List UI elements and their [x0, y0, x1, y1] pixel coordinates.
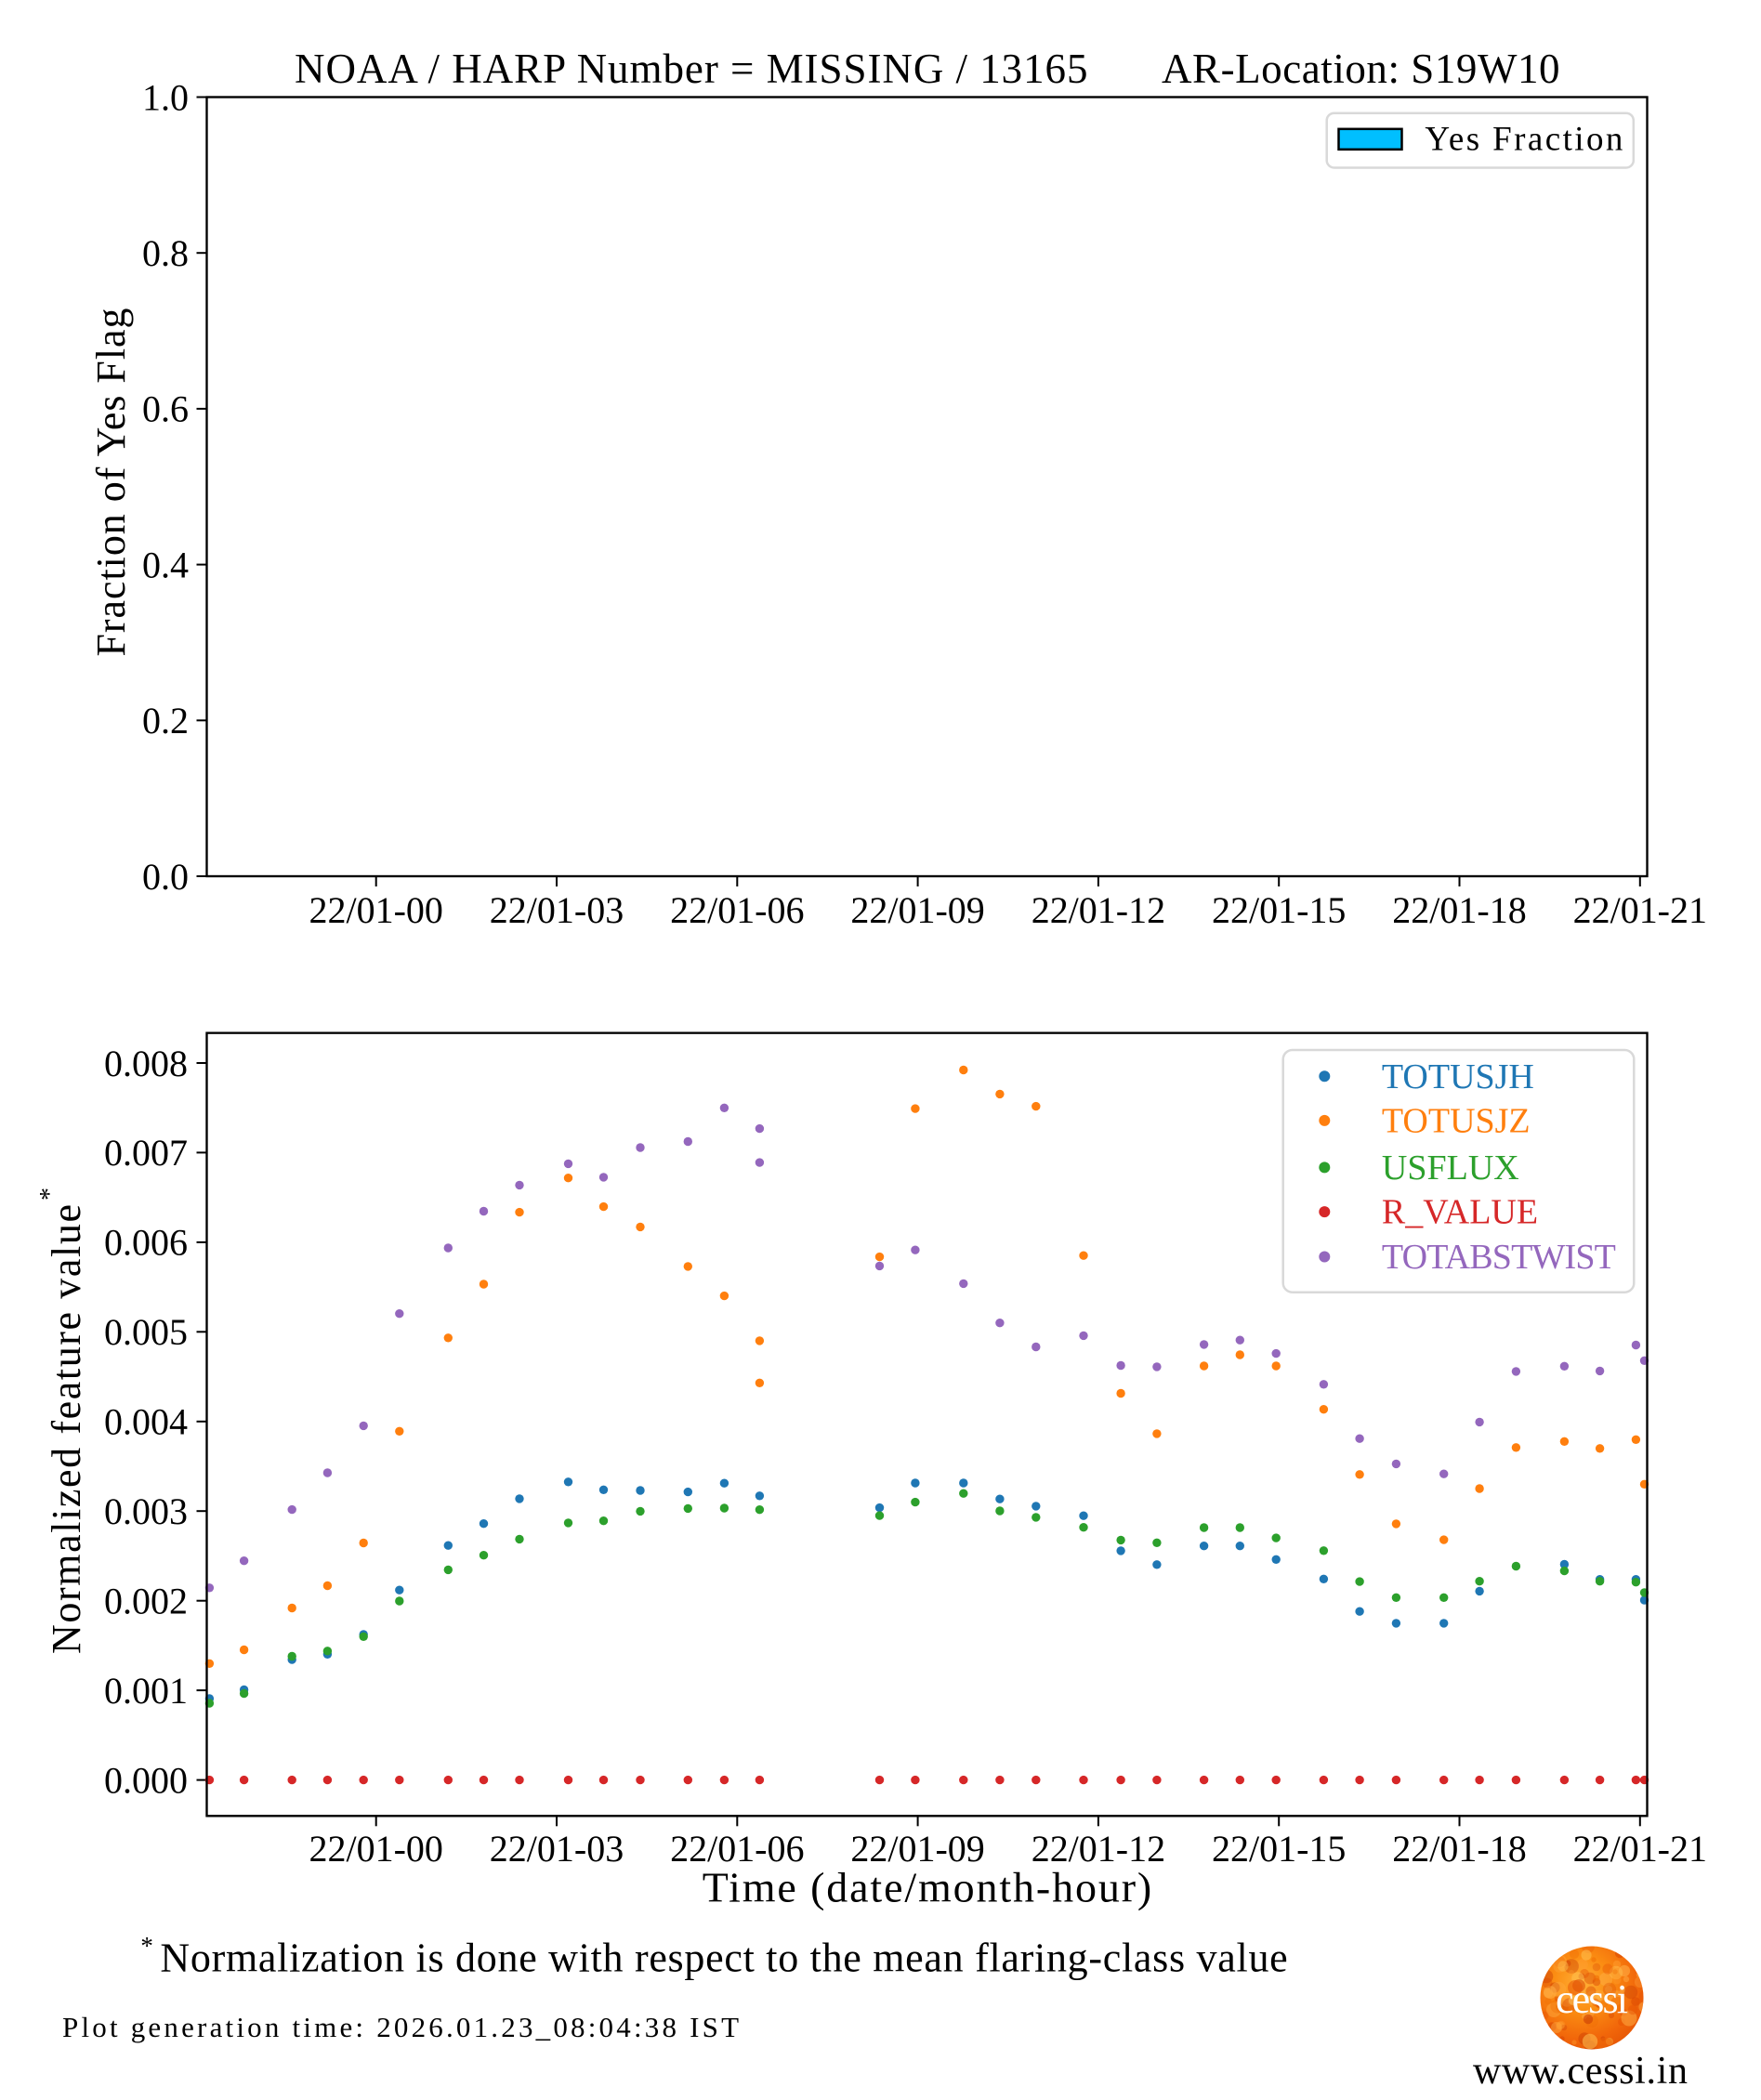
- svg-text:TOTABSTWIST: TOTABSTWIST: [1382, 1238, 1616, 1277]
- svg-text:0.2: 0.2: [142, 700, 189, 742]
- svg-text:22/01-15: 22/01-15: [1212, 1828, 1346, 1870]
- svg-text:0.4: 0.4: [142, 544, 189, 585]
- svg-text:TOTUSJZ: TOTUSJZ: [1382, 1102, 1531, 1141]
- svg-text:22/01-18: 22/01-18: [1392, 1828, 1526, 1870]
- svg-text:0.001: 0.001: [104, 1670, 188, 1712]
- svg-text:0.004: 0.004: [104, 1401, 188, 1443]
- svg-text:Normalization is done with res: Normalization is done with respect to th…: [160, 1936, 1287, 1981]
- svg-text:22/01-12: 22/01-12: [1032, 889, 1165, 931]
- svg-text:0.003: 0.003: [104, 1490, 188, 1532]
- svg-text:0.007: 0.007: [104, 1132, 188, 1174]
- svg-text:22/01-00: 22/01-00: [309, 1828, 443, 1870]
- svg-text:R_VALUE: R_VALUE: [1382, 1193, 1538, 1232]
- svg-text:22/01-09: 22/01-09: [850, 889, 984, 931]
- svg-text:22/01-06: 22/01-06: [670, 1828, 804, 1870]
- svg-text:Yes Fraction: Yes Fraction: [1425, 120, 1623, 158]
- svg-text:*: *: [140, 1932, 153, 1960]
- svg-text:22/01-06: 22/01-06: [670, 889, 804, 931]
- svg-text:22/01-21: 22/01-21: [1573, 889, 1707, 931]
- svg-text:22/01-00: 22/01-00: [309, 889, 443, 931]
- svg-text:0.008: 0.008: [104, 1043, 188, 1084]
- svg-text:1.0: 1.0: [142, 76, 189, 118]
- svg-text:0.000: 0.000: [104, 1759, 188, 1801]
- svg-text:22/01-09: 22/01-09: [850, 1828, 984, 1870]
- svg-text:0.0: 0.0: [142, 856, 189, 898]
- svg-text:22/01-21: 22/01-21: [1573, 1828, 1707, 1870]
- svg-text:22/01-18: 22/01-18: [1392, 889, 1526, 931]
- svg-text:TOTUSJH: TOTUSJH: [1382, 1057, 1534, 1096]
- svg-text:AR-Location: S19W10: AR-Location: S19W10: [1162, 46, 1560, 92]
- svg-text:22/01-15: 22/01-15: [1212, 889, 1346, 931]
- svg-text:Time (date/month-hour): Time (date/month-hour): [703, 1864, 1152, 1911]
- svg-text:cessi: cessi: [1556, 1976, 1628, 2022]
- svg-text:0.005: 0.005: [104, 1311, 188, 1353]
- svg-text:22/01-12: 22/01-12: [1032, 1828, 1165, 1870]
- svg-text:0.006: 0.006: [104, 1222, 188, 1264]
- svg-text:0.002: 0.002: [104, 1581, 188, 1622]
- svg-text:www.cessi.in: www.cessi.in: [1473, 2050, 1688, 2093]
- svg-text:Fraction of Yes Flag: Fraction of Yes Flag: [88, 308, 134, 657]
- svg-text:0.6: 0.6: [142, 388, 189, 430]
- svg-text:22/01-03: 22/01-03: [490, 889, 624, 931]
- svg-text:Plot generation time: 2026.01.: Plot generation time: 2026.01.23_08:04:3…: [62, 2011, 739, 2043]
- svg-text:0.8: 0.8: [142, 232, 189, 274]
- svg-text:*: *: [35, 1188, 64, 1201]
- svg-text:NOAA / HARP Number = MISSING /: NOAA / HARP Number = MISSING / 13165: [295, 46, 1088, 92]
- svg-text:Normalized feature value: Normalized feature value: [44, 1204, 89, 1654]
- svg-text:USFLUX: USFLUX: [1382, 1148, 1519, 1188]
- svg-text:22/01-03: 22/01-03: [490, 1828, 624, 1870]
